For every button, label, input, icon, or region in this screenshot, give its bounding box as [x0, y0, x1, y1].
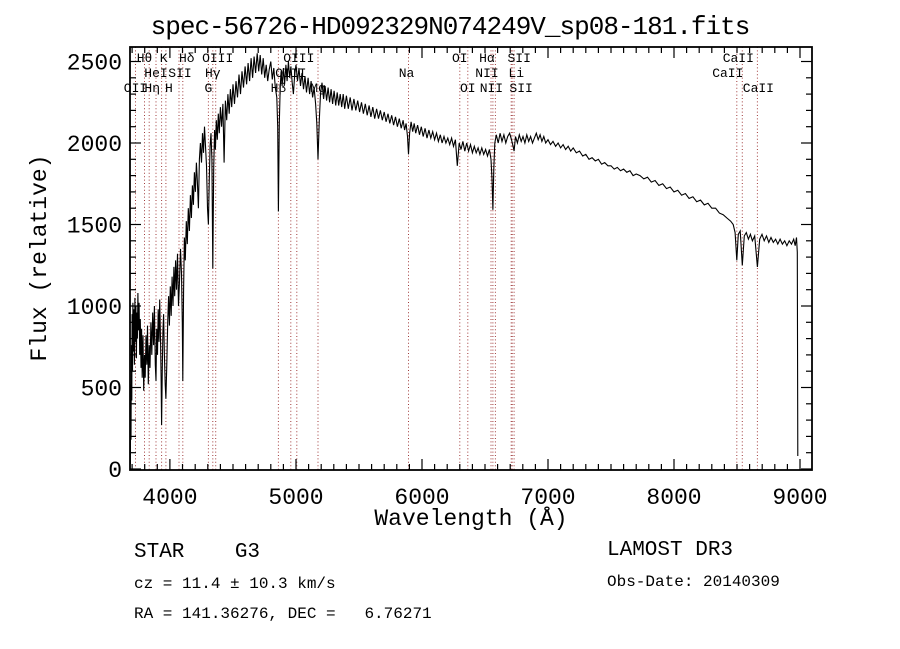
spectral-line-label: G	[204, 81, 212, 96]
survey-release-text: LAMOST DR3	[607, 539, 734, 562]
x-tick-label: 8000	[646, 485, 701, 511]
x-tick-label: 6000	[394, 485, 449, 511]
spectral-line-label: OIII	[202, 51, 233, 66]
x-tick-label: 5000	[268, 485, 323, 511]
spectral-line-label: Mg	[310, 81, 326, 96]
ra-dec-text: RA = 141.36276, DEC = 6.76271	[134, 605, 432, 623]
spectral-line-label: Hβ	[271, 81, 287, 96]
spectral-line-label: CaII	[712, 66, 743, 81]
spectral-line-label: Hδ	[179, 51, 195, 66]
spectral-line-label: Na	[399, 66, 415, 81]
spectral-line-label: Hθ	[137, 51, 153, 66]
spectral-line-label: CaII	[723, 51, 754, 66]
y-tick-label: 0	[108, 458, 122, 484]
y-tick-label: 1500	[67, 214, 122, 240]
plot-title: spec-56726-HD092329N074249V_sp08-181.fit…	[150, 12, 751, 42]
plot-frame	[129, 46, 813, 471]
spectrum-trace	[129, 53, 799, 465]
spectral-line-label: SII	[509, 81, 532, 96]
spectral-line-label: CaII	[743, 81, 774, 96]
spectral-line-label: OIII	[275, 66, 306, 81]
spectral-line-label: Li	[508, 66, 524, 81]
spectral-line-label: SII	[168, 66, 191, 81]
spectral-line-label: Hα	[479, 51, 495, 66]
spectral-line-label: SII	[507, 51, 530, 66]
spectral-line-label: HeI	[144, 66, 167, 81]
y-tick-label: 500	[81, 377, 122, 403]
y-tick-label: 1000	[67, 295, 122, 321]
x-axis-label: Wavelength (Å)	[374, 506, 568, 532]
spectral-line-label: Hη	[144, 81, 160, 96]
object-class-text: STAR G3	[134, 541, 261, 564]
y-tick-label: 2000	[67, 132, 122, 158]
spectral-line-label: OI	[460, 81, 476, 96]
y-tick-label: 2500	[67, 51, 122, 77]
x-tick-label: 9000	[772, 485, 827, 511]
y-axis-label: Flux (relative)	[27, 154, 53, 362]
obs-date-text: Obs-Date: 20140309	[607, 573, 780, 591]
x-tick-label: 4000	[142, 485, 197, 511]
spectral-line-label: OIII	[283, 51, 314, 66]
spectral-line-label: NII	[480, 81, 503, 96]
spectral-line-label: H	[165, 81, 173, 96]
spectral-line-label: K	[160, 51, 168, 66]
spectral-line-label: OI	[452, 51, 468, 66]
spectral-line-label: NII	[475, 66, 498, 81]
radial-velocity-text: cz = 11.4 ± 10.3 km/s	[134, 575, 336, 593]
spectral-line-label: Hγ	[205, 66, 221, 81]
x-tick-label: 7000	[520, 485, 575, 511]
spectral-line-label: OII	[124, 81, 147, 96]
